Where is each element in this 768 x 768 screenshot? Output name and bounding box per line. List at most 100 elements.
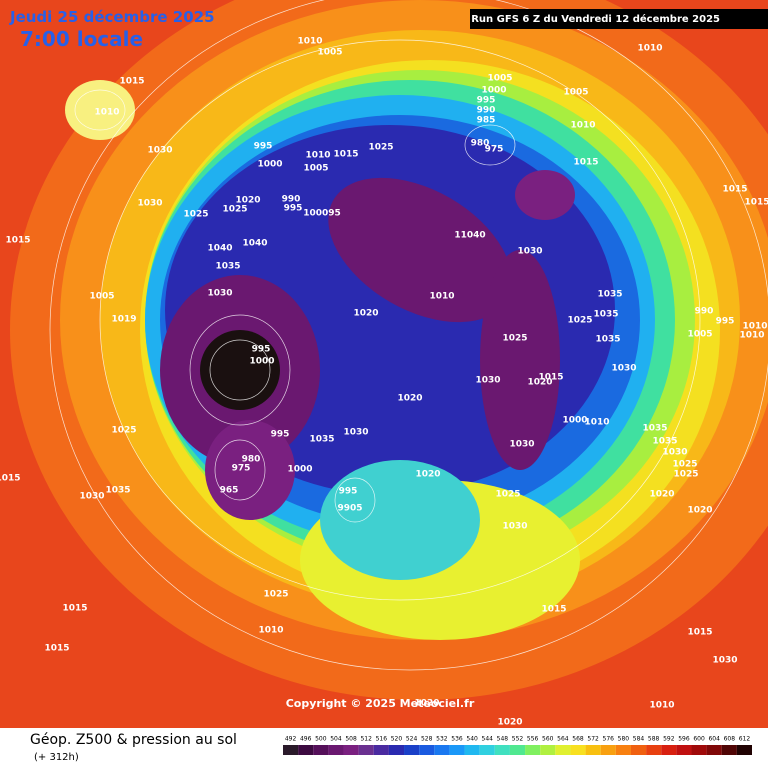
time: 7:00 locale xyxy=(20,27,143,51)
colorbar-swatch xyxy=(736,745,752,755)
colorbar-label: 596 xyxy=(678,736,690,743)
pressure-label: 1025 xyxy=(263,590,288,600)
pressure-label: 1025 xyxy=(368,143,393,153)
pressure-label: 1030 xyxy=(611,364,636,374)
pressure-label: 1030 xyxy=(343,428,368,438)
colorbar-swatch xyxy=(328,745,344,755)
pressure-label: 1015 xyxy=(541,605,566,615)
colorbar-label: 576 xyxy=(603,736,615,743)
colorbar-swatch xyxy=(646,745,662,755)
pressure-label: 1005 xyxy=(487,74,512,84)
pressure-label: 1015 xyxy=(44,644,69,654)
colorbar-label: 492 xyxy=(285,736,297,743)
footer-lead: (+ 312h) xyxy=(34,752,79,763)
run-box xyxy=(470,9,768,29)
pressure-label: 1015 xyxy=(119,77,144,87)
pressure-label: 1035 xyxy=(652,437,677,447)
colorbar-label: 604 xyxy=(708,736,720,743)
pressure-label: 1020 xyxy=(527,378,552,388)
colorbar-label: 540 xyxy=(466,736,478,743)
pressure-label: 995 xyxy=(339,487,358,497)
colorbar-label: 516 xyxy=(376,736,388,743)
pressure-label: 995 xyxy=(477,96,496,106)
colorbar-label: 496 xyxy=(300,736,312,743)
colorbar-swatch xyxy=(555,745,571,755)
pressure-label: 1010 xyxy=(429,292,454,302)
colorbar-label: 520 xyxy=(391,736,403,743)
colorbar-swatch xyxy=(313,745,329,755)
pressure-label: 1025 xyxy=(183,210,208,220)
pressure-label: 1020 xyxy=(649,490,674,500)
pressure-label: 1000 xyxy=(287,465,312,475)
pressure-label: 980 xyxy=(242,455,261,465)
pressure-label: 1015 xyxy=(333,150,358,160)
pressure-label: 1035 xyxy=(597,290,622,300)
colorbar-label: 564 xyxy=(557,736,569,743)
pressure-label: 1025 xyxy=(111,426,136,436)
pressure-label: 980 xyxy=(471,139,490,149)
pressure-label: 1035 xyxy=(105,486,130,496)
pressure-label: 1020 xyxy=(415,470,440,480)
colorbar-label: 592 xyxy=(663,736,675,743)
pressure-label: 1035 xyxy=(595,335,620,345)
colorbar-swatch xyxy=(661,745,677,755)
pressure-label: 1015 xyxy=(0,474,21,484)
pressure-label: 100095 xyxy=(303,209,341,219)
colorbar-swatch xyxy=(540,745,556,755)
pressure-label: 1010 xyxy=(305,151,330,161)
pressure-label: 1020 xyxy=(497,718,522,728)
pressure-label: 1015 xyxy=(722,185,747,195)
colorbar-label: 544 xyxy=(482,736,494,743)
pressure-label: 1040 xyxy=(242,239,267,249)
pressure-label: 1005 xyxy=(687,330,712,340)
pressure-label: 1000 xyxy=(249,357,274,367)
colorbar-swatch xyxy=(373,745,389,755)
pressure-label: 1025 xyxy=(495,490,520,500)
colorbar-label: 584 xyxy=(633,736,645,743)
pressure-label: 965 xyxy=(220,486,239,496)
colorbar-swatch xyxy=(343,745,359,755)
colorbar-label: 556 xyxy=(527,736,539,743)
pressure-label: 1015 xyxy=(744,198,768,208)
pressure-label: 1010 xyxy=(584,418,609,428)
pressure-label: 995 xyxy=(271,430,290,440)
colorbar-swatch xyxy=(479,745,495,755)
colorbar-label: 600 xyxy=(693,736,705,743)
colorbar-label: 580 xyxy=(618,736,630,743)
colorbar-swatch xyxy=(585,745,601,755)
pressure-label: 1005 xyxy=(303,164,328,174)
colorbar-label: 512 xyxy=(360,736,372,743)
pressure-label: 985 xyxy=(477,116,496,126)
colorbar-label: 524 xyxy=(406,736,418,743)
colorbar-swatch xyxy=(449,745,465,755)
colorbar-swatch xyxy=(494,745,510,755)
pressure-label: 1015 xyxy=(538,373,563,383)
colorbar-swatch xyxy=(525,745,541,755)
pressure-label: 1030 xyxy=(79,492,104,502)
pressure-label: 1020 xyxy=(235,196,260,206)
pressure-label: 1010 xyxy=(94,108,119,118)
colorbar-swatch xyxy=(509,745,526,755)
pressure-label: 995 xyxy=(716,317,735,327)
pressure-label: 1015 xyxy=(573,158,598,168)
pressure-label: 990 xyxy=(282,195,301,205)
pressure-label: 1030 xyxy=(662,448,687,458)
colorbar-label: 568 xyxy=(572,736,584,743)
pressure-label: 1020 xyxy=(687,506,712,516)
colorbar-swatch xyxy=(615,745,631,755)
pressure-label: 1040 xyxy=(207,244,232,254)
colorbar-label: 508 xyxy=(345,736,357,743)
pressure-label: 1020 xyxy=(414,699,439,709)
copyright: Copyright © 2025 Meteociel.fr xyxy=(286,697,475,710)
date: Jeudi 25 décembre 2025 xyxy=(9,8,215,26)
pressure-label: 1005 xyxy=(563,88,588,98)
colorbar-label: 536 xyxy=(451,736,463,743)
pressure-label: 1019 xyxy=(111,315,136,325)
pressure-label: 1030 xyxy=(517,247,542,257)
colorbar-swatch xyxy=(388,745,405,755)
colorbar-swatch xyxy=(358,745,374,755)
pressure-label: 995 xyxy=(254,142,273,152)
colorbar-swatch xyxy=(706,745,722,755)
colorbar-label: 572 xyxy=(587,736,599,743)
pressure-label: 1030 xyxy=(207,289,232,299)
